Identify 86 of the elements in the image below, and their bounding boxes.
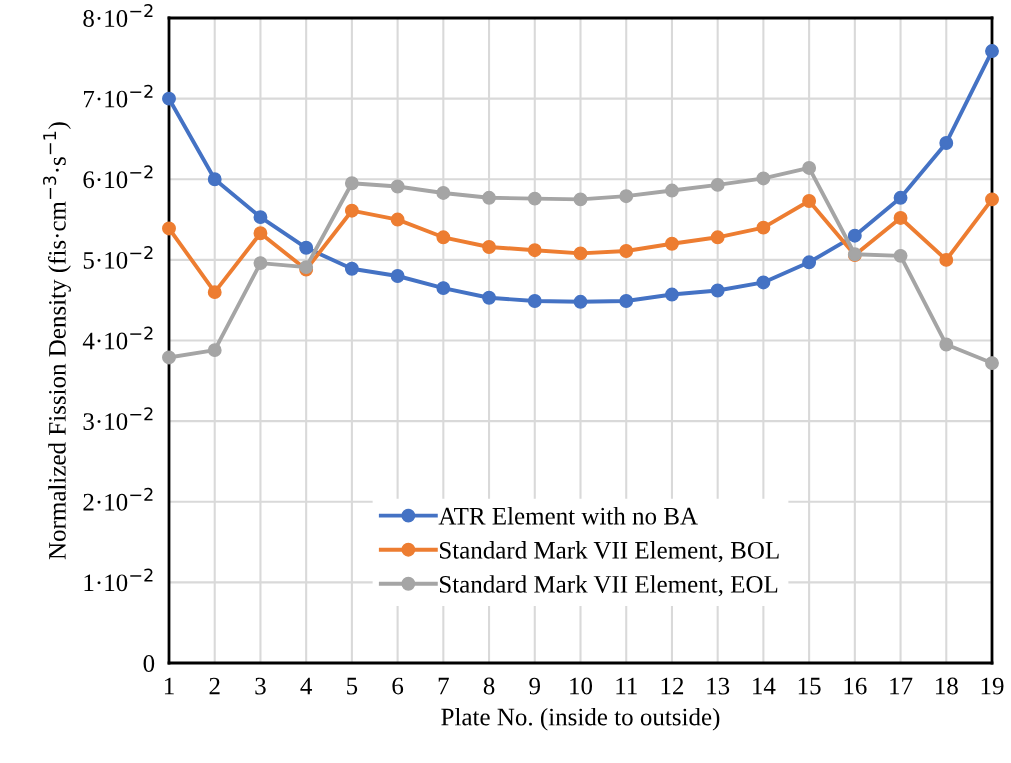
y-tick-label: 0	[143, 655, 155, 672]
point	[664, 183, 679, 198]
point	[985, 192, 999, 207]
point	[162, 221, 176, 236]
x-tick-label: 4	[300, 677, 313, 695]
point	[527, 191, 542, 206]
y-tick-label: 8·10$^{−2}$	[83, 4, 153, 27]
point	[390, 179, 405, 194]
point	[573, 246, 588, 261]
y-tick-label: 5·10$^{−2}$	[83, 245, 153, 269]
point	[710, 283, 725, 298]
x-axis-title: Plate No. (inside to outside)	[441, 707, 720, 731]
legend-label: Standard Mark VII Element, BOL	[440, 541, 779, 563]
point	[344, 261, 359, 276]
point	[939, 337, 954, 352]
point	[436, 230, 451, 245]
point	[756, 220, 771, 235]
x-tick-label: 14	[753, 677, 776, 695]
point	[756, 275, 771, 290]
point	[299, 240, 314, 255]
y-axis-title: Normalized Fission Density (fis·cm$^{−3}$·s$^{−1}$)	[43, 122, 71, 560]
point	[253, 256, 268, 271]
x-tick-label: 11	[616, 677, 637, 695]
x-tick-label: 12	[661, 677, 684, 695]
point	[573, 294, 588, 309]
point	[436, 281, 451, 296]
point	[664, 236, 679, 251]
x-tick-label: 18	[935, 677, 958, 695]
point	[436, 186, 451, 200]
point	[756, 171, 771, 186]
point	[893, 190, 908, 205]
x-tick-label: 5	[347, 677, 358, 695]
point	[162, 350, 176, 365]
x-tick-label: 2	[209, 677, 220, 695]
y-tick-label: 6·10$^{−2}$	[83, 165, 153, 189]
x-tick-label: 10	[570, 677, 593, 695]
x-tick-label: 9	[529, 677, 540, 695]
point	[253, 226, 268, 241]
legend-label: ATR Element with no BA	[438, 507, 698, 525]
point	[619, 244, 634, 258]
point	[482, 190, 497, 205]
point	[710, 177, 725, 192]
point	[664, 287, 679, 302]
point	[893, 211, 908, 225]
legend-label: Standard Mark VII Element, EOL	[440, 575, 778, 597]
x-tick-label: 17	[890, 677, 913, 695]
point	[939, 136, 954, 150]
x-tick-label: 13	[707, 677, 730, 695]
point	[619, 294, 634, 308]
point	[802, 161, 817, 175]
point	[390, 269, 405, 283]
point	[482, 290, 497, 305]
point	[253, 210, 268, 225]
y-tick-label: 1·10$^{−2}$	[84, 568, 153, 592]
point	[207, 172, 222, 187]
point	[344, 176, 359, 191]
point	[847, 228, 862, 243]
x-tick-label: 3	[255, 677, 266, 695]
point	[710, 230, 725, 245]
point	[985, 44, 999, 59]
point	[527, 294, 542, 308]
point	[985, 356, 999, 371]
point	[802, 255, 817, 270]
x-tick-label: 8	[483, 677, 495, 695]
x-tick-label: 1	[164, 677, 174, 695]
point	[939, 252, 954, 267]
x-tick-label: 19	[981, 677, 1004, 695]
x-tick-label: 15	[798, 677, 821, 695]
point	[619, 189, 634, 204]
point	[390, 212, 405, 227]
point	[482, 240, 497, 254]
point	[802, 194, 817, 208]
point	[207, 343, 222, 358]
y-tick-label: 4·10$^{−2}$	[82, 326, 153, 350]
point	[573, 192, 588, 207]
x-tick-label: 16	[844, 677, 867, 695]
point	[162, 91, 176, 106]
y-tick-label: 3·10$^{−2}$	[83, 407, 153, 431]
y-tick-label: 2·10$^{−2}$	[83, 487, 153, 511]
x-tick-label: 7	[438, 677, 449, 695]
point	[527, 243, 542, 258]
point	[344, 203, 359, 218]
x-tick-label: 6	[392, 677, 404, 695]
point	[893, 248, 908, 263]
point	[207, 285, 222, 300]
y-tick-label: 7·10$^{−2}$	[84, 84, 153, 108]
